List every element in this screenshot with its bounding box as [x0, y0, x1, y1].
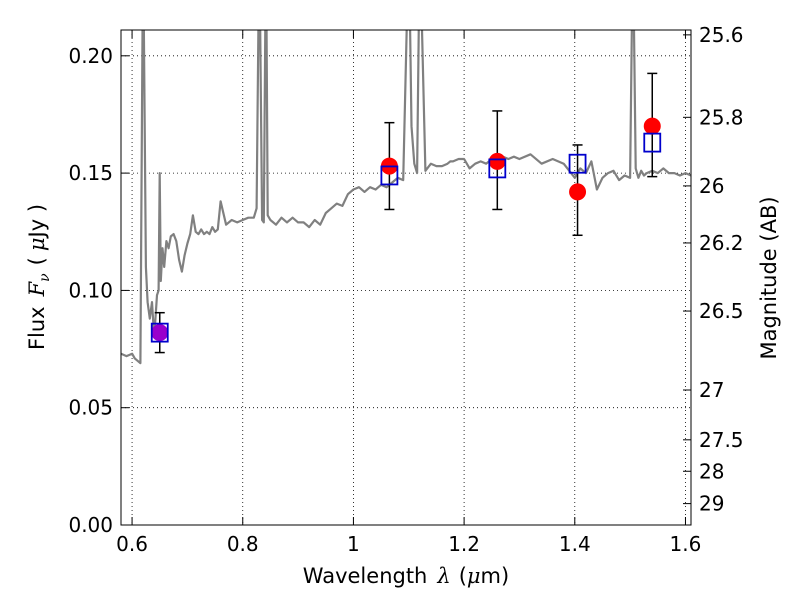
y2-tick-label: 27 [699, 378, 724, 402]
y2-tick-label: 26.5 [699, 299, 744, 323]
y-tick-label: 0.10 [68, 278, 113, 302]
y-tick-label: 0.20 [68, 44, 113, 68]
y2-tick-label: 25.8 [699, 105, 744, 129]
x-tick-label: 0.6 [116, 532, 148, 556]
observed-flux-point [643, 117, 661, 135]
model-flux-square [488, 158, 507, 179]
axis-ticks: 0.6 0.8 1 1.2 1.4 1.6 0.00 0.05 0.10 0.15 0.20 25.6… [68, 23, 743, 556]
y-tick-label: 0.00 [68, 513, 113, 537]
observed-flux-point [488, 152, 506, 170]
model-spectrum-line [121, 30, 691, 365]
y2-tick-label: 26.2 [699, 231, 744, 255]
y-axis-title: FluxFν(μJy ) [25, 204, 53, 350]
y2-tick-label: 27.5 [699, 428, 744, 452]
model-flux-square [380, 165, 399, 186]
x-tick-label: 0.8 [227, 532, 259, 556]
y2-tick-label: 26 [699, 174, 724, 198]
plot-area [121, 30, 691, 365]
y2-tick-label: 29 [699, 492, 724, 516]
y2-axis-title: Magnitude (AB) [757, 196, 781, 359]
model-flux-square [568, 153, 587, 174]
y2-tick-label: 28 [699, 459, 724, 483]
x-tick-label: 1 [347, 532, 360, 556]
x-tick-label: 1.4 [559, 532, 591, 556]
plot-frame [120, 29, 692, 526]
model-flux-square [150, 322, 169, 343]
y-tick-label: 0.15 [68, 161, 113, 185]
x-axis-title: Wavelength λ (μm) [303, 564, 509, 588]
model-flux-square [643, 132, 662, 153]
y2-tick-label: 25.6 [699, 23, 744, 47]
observed-flux-point [151, 324, 169, 342]
x-tick-label: 1.2 [448, 532, 480, 556]
observed-flux-point [569, 183, 587, 201]
y-tick-label: 0.05 [68, 396, 113, 420]
x-tick-label: 1.6 [670, 532, 702, 556]
